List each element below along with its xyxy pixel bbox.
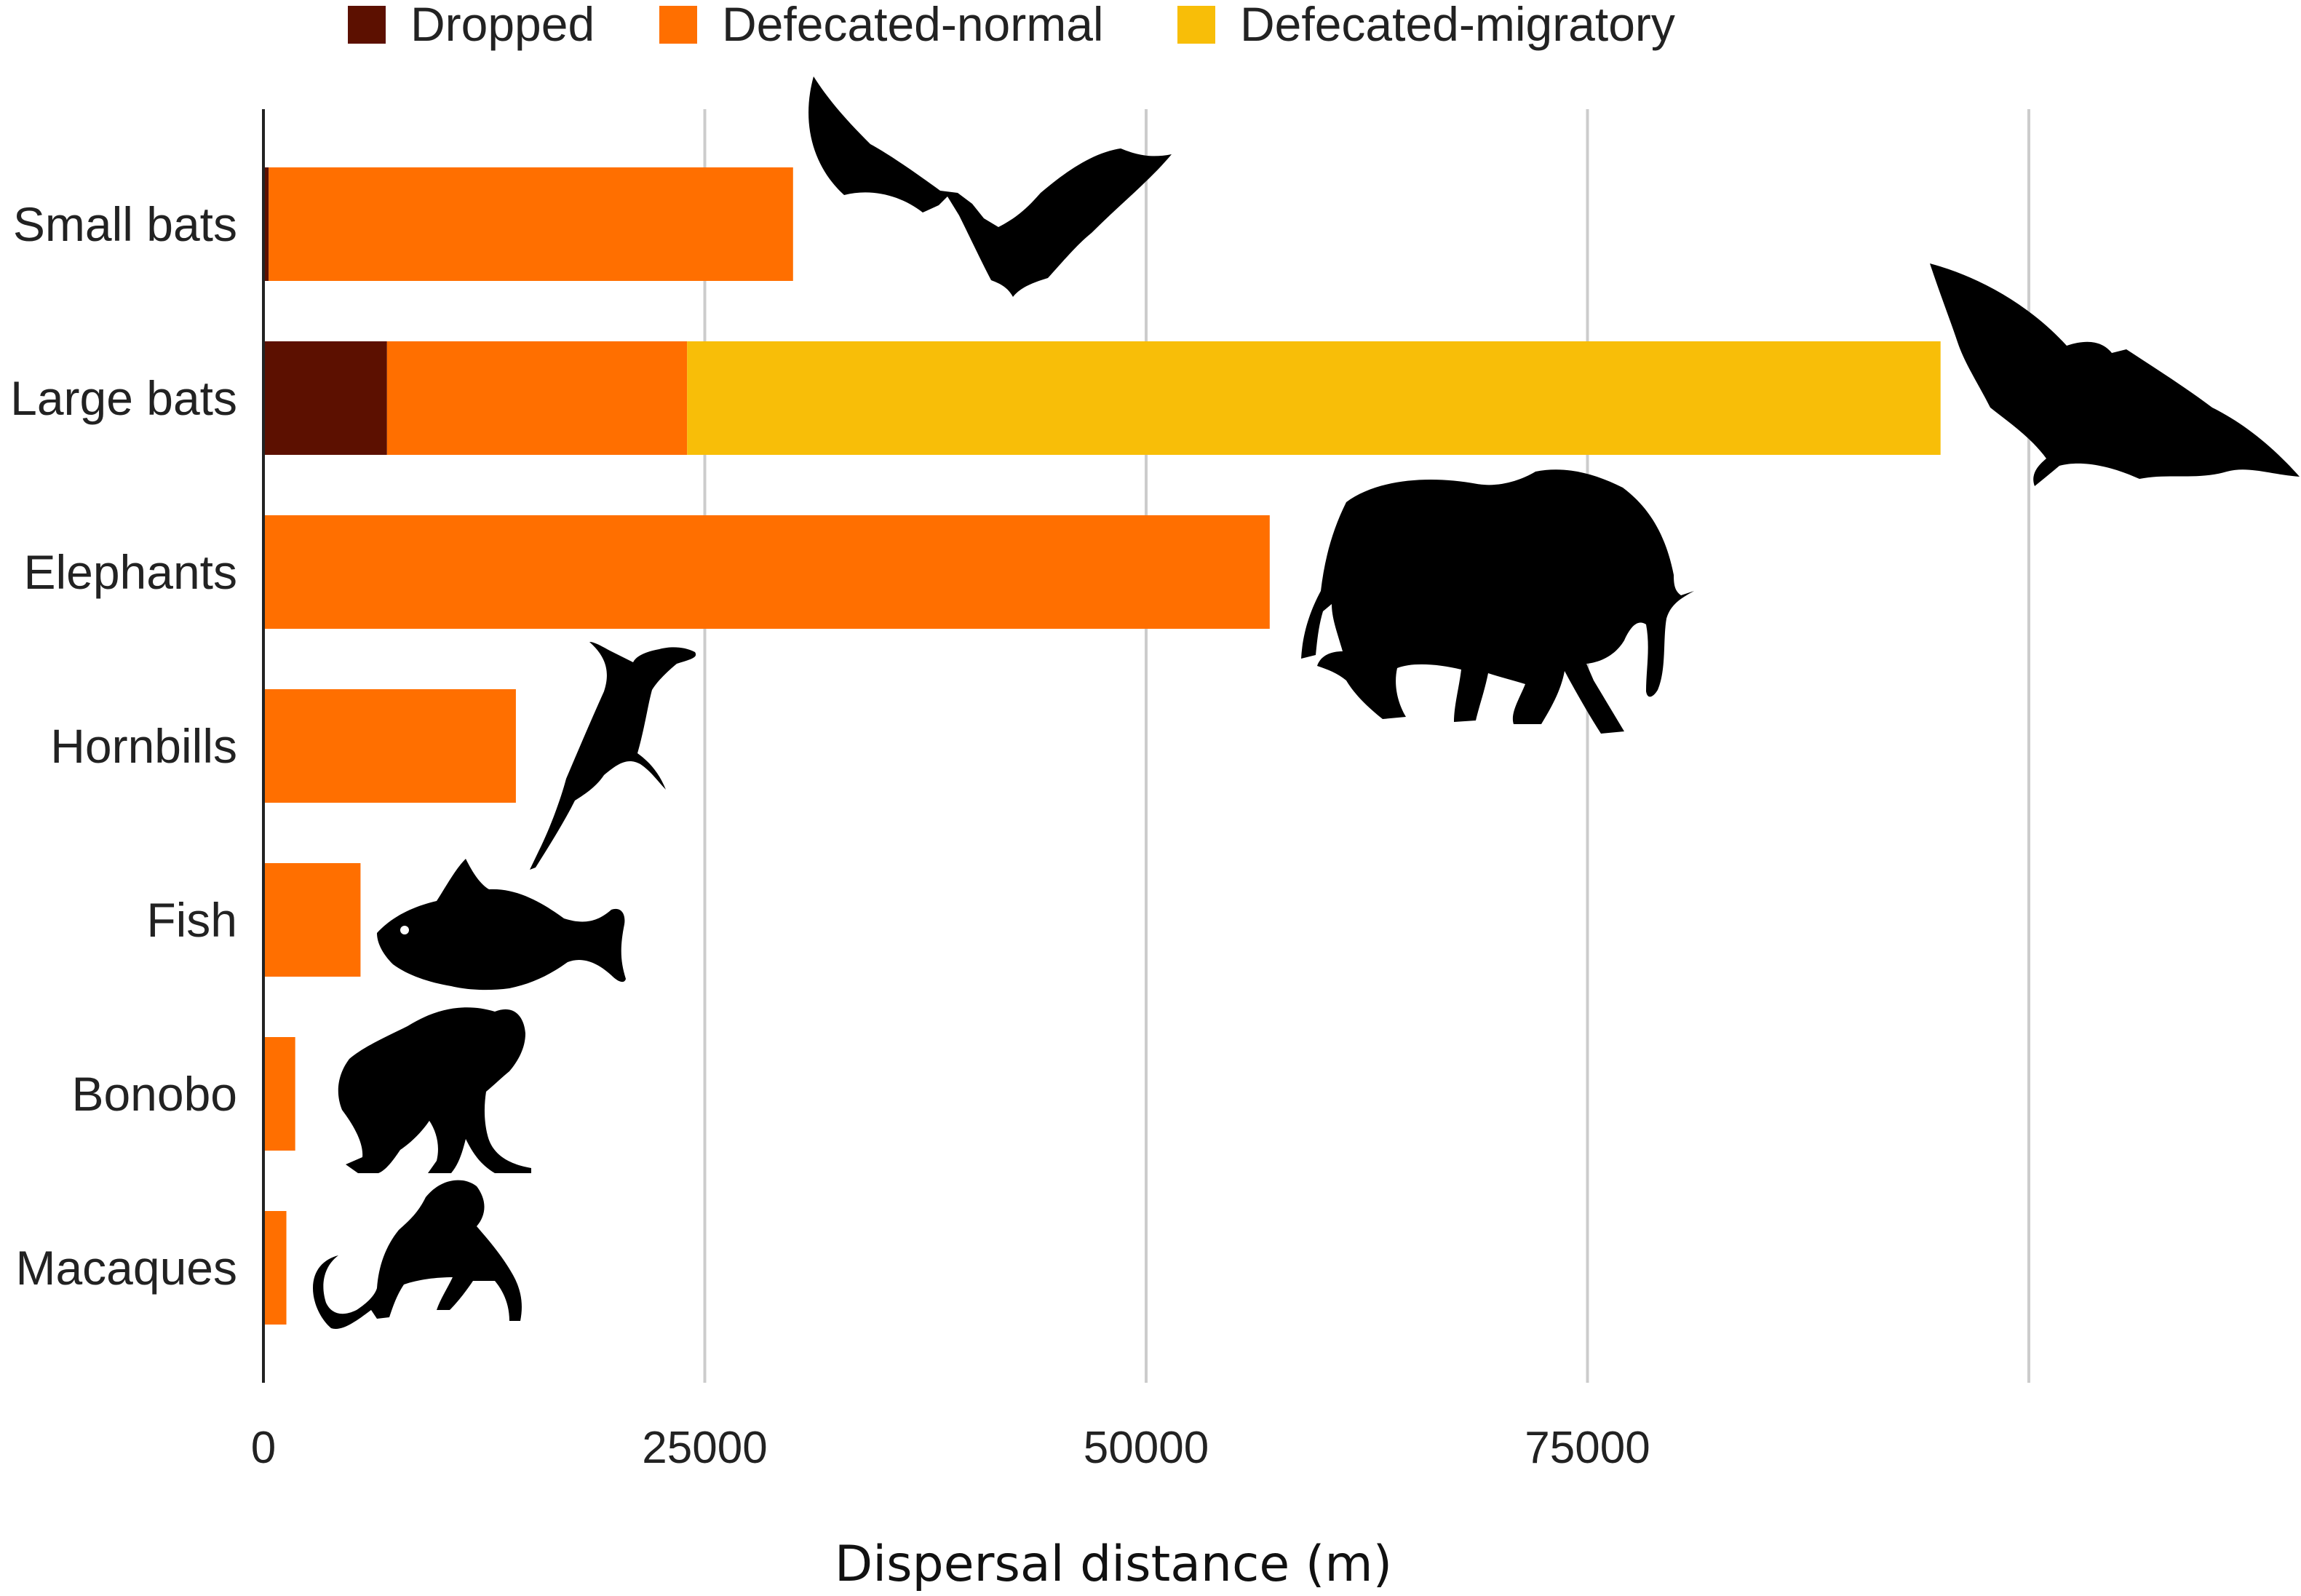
legend-item-defecated-migratory: Defecated-migratory [1177,0,1675,51]
x-tick-label: 25000 [642,1423,767,1473]
legend-swatch-defecated-normal [659,6,697,44]
elephant-icon [1301,469,1694,734]
grid-layer [703,109,2030,1383]
bar-small-bats-dropped [263,167,269,281]
large-bat-icon [1930,263,2300,486]
hornbill-icon [530,642,696,870]
legend-item-defecated-normal: Defecated-normal [659,0,1104,51]
legend-swatch-dropped [348,6,386,44]
x-tick-label: 75000 [1525,1423,1650,1473]
legend-item-dropped: Dropped [348,0,595,51]
bar-hornbills-defecated-normal [263,689,516,803]
bar-bonobo-defecated-normal [263,1037,295,1151]
bar-large-bats-defecated-migratory [687,341,1941,455]
fish-eye-icon [400,926,409,934]
bar-large-bats-defecated-normal [386,341,688,455]
legend-label-defecated-normal: Defecated-normal [722,0,1104,51]
category-label-elephants: Elephants [23,545,237,599]
category-label-bonobo: Bonobo [71,1067,237,1121]
x-tick-label: 50000 [1084,1423,1209,1473]
legend-swatch-defecated-migratory [1177,6,1215,44]
bar-small-bats-defecated-normal [269,167,793,281]
category-label-macaques: Macaques [15,1241,237,1295]
macaque-icon [313,1180,522,1329]
bar-fish-defecated-normal [263,863,361,977]
category-label-hornbills: Hornbills [50,719,237,773]
legend: Dropped Defecated-normal Defecated-migra… [348,0,1675,51]
legend-label-dropped: Dropped [410,0,595,51]
x-axis-title: Dispersal distance (m) [835,1536,1392,1593]
fish-icon [377,859,626,990]
x-tick-labels: 0 25000 50000 75000 [251,1423,1650,1473]
category-label-large-bats: Large bats [10,371,237,425]
category-labels: Small bats Large bats Elephants Hornbills Fi… [10,197,237,1295]
bar-large-bats-dropped [263,341,387,455]
legend-label-defecated-migratory: Defecated-migratory [1240,0,1675,51]
bar-elephants-defecated-normal [263,515,1270,629]
bar-macaques-defecated-normal [263,1211,287,1325]
category-label-small-bats: Small bats [13,197,237,251]
bonobo-icon [338,1007,531,1173]
small-bat-icon [808,76,1172,297]
bar-layer [263,167,1941,1325]
category-label-fish: Fish [146,893,237,947]
x-tick-label: 0 [251,1423,276,1473]
